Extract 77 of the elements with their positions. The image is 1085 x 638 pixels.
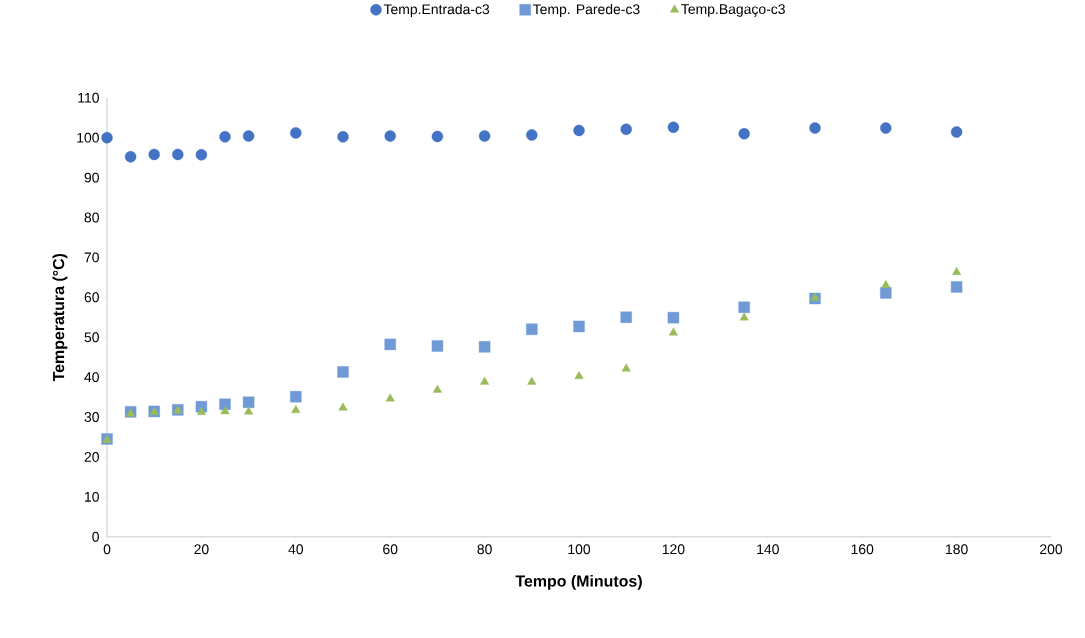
y-tick-label: 60 — [84, 292, 99, 303]
point — [290, 391, 302, 403]
point — [738, 301, 750, 314]
point — [291, 405, 301, 414]
y-tick-label: 30 — [84, 412, 99, 423]
point — [220, 406, 230, 415]
legend-label: Temp.Bagaço-c3 — [681, 4, 785, 17]
point — [667, 121, 680, 134]
legend-label: Temp.Entrada-c3 — [383, 4, 490, 18]
point — [290, 127, 302, 139]
point — [621, 363, 631, 372]
point — [526, 129, 538, 141]
point — [880, 287, 892, 299]
point — [195, 149, 208, 161]
x-tick-label: 40 — [288, 544, 304, 555]
point — [431, 340, 444, 352]
y-tick-label: 70 — [84, 252, 99, 263]
point — [667, 312, 680, 324]
x-axis-title: Tempo (Minutos) — [515, 575, 642, 590]
point — [950, 126, 963, 138]
point — [573, 320, 585, 333]
y-tick-label: 40 — [84, 372, 99, 383]
point — [385, 393, 395, 402]
y-tick-label: 0 — [92, 531, 99, 542]
point — [196, 407, 206, 416]
point — [384, 338, 396, 351]
point — [431, 130, 444, 143]
point — [384, 130, 396, 142]
y-tick-label: 90 — [84, 172, 99, 183]
point — [950, 281, 963, 293]
x-tick-label: 100 — [568, 544, 591, 555]
point — [620, 123, 632, 136]
point — [148, 148, 160, 161]
point — [337, 366, 349, 378]
y-tick-label: 110 — [78, 92, 99, 103]
x-tick-label: 80 — [477, 544, 492, 555]
point — [952, 267, 962, 275]
point — [881, 280, 891, 289]
point — [527, 376, 537, 385]
y-tick-label: 100 — [77, 132, 99, 143]
point — [738, 128, 750, 140]
x-tick-label: 140 — [757, 544, 779, 555]
legend-label: Temp. Parede-c3 — [533, 4, 640, 18]
point — [526, 323, 538, 336]
point — [124, 151, 137, 163]
x-tick-label: 200 — [1040, 544, 1063, 555]
point — [478, 130, 491, 142]
point — [810, 293, 820, 301]
point — [880, 122, 892, 134]
point — [242, 396, 255, 409]
point — [478, 341, 491, 353]
point — [172, 148, 184, 161]
point — [620, 311, 632, 324]
y-tick-label: 20 — [84, 452, 99, 462]
point — [668, 327, 678, 336]
x-tick-label: 60 — [383, 544, 398, 555]
point — [219, 131, 231, 143]
point — [244, 406, 254, 415]
x-tick-label: 120 — [662, 544, 685, 555]
point — [809, 122, 821, 134]
y-tick-label: 80 — [84, 212, 99, 223]
x-tick-label: 20 — [194, 544, 209, 555]
y-axis-title: Temperatura (°C) — [52, 254, 68, 382]
y-tick-label: 50 — [84, 332, 99, 343]
point — [337, 131, 349, 143]
point — [739, 312, 749, 321]
point — [242, 130, 255, 142]
point — [573, 124, 585, 137]
point — [432, 384, 442, 393]
point — [338, 402, 348, 411]
point — [480, 376, 490, 385]
x-tick-label: 0 — [103, 544, 111, 555]
point — [101, 132, 113, 144]
y-tick-label: 10 — [85, 492, 99, 502]
x-tick-label: 180 — [946, 544, 968, 555]
x-tick-label: 160 — [851, 544, 874, 555]
point — [574, 371, 584, 380]
